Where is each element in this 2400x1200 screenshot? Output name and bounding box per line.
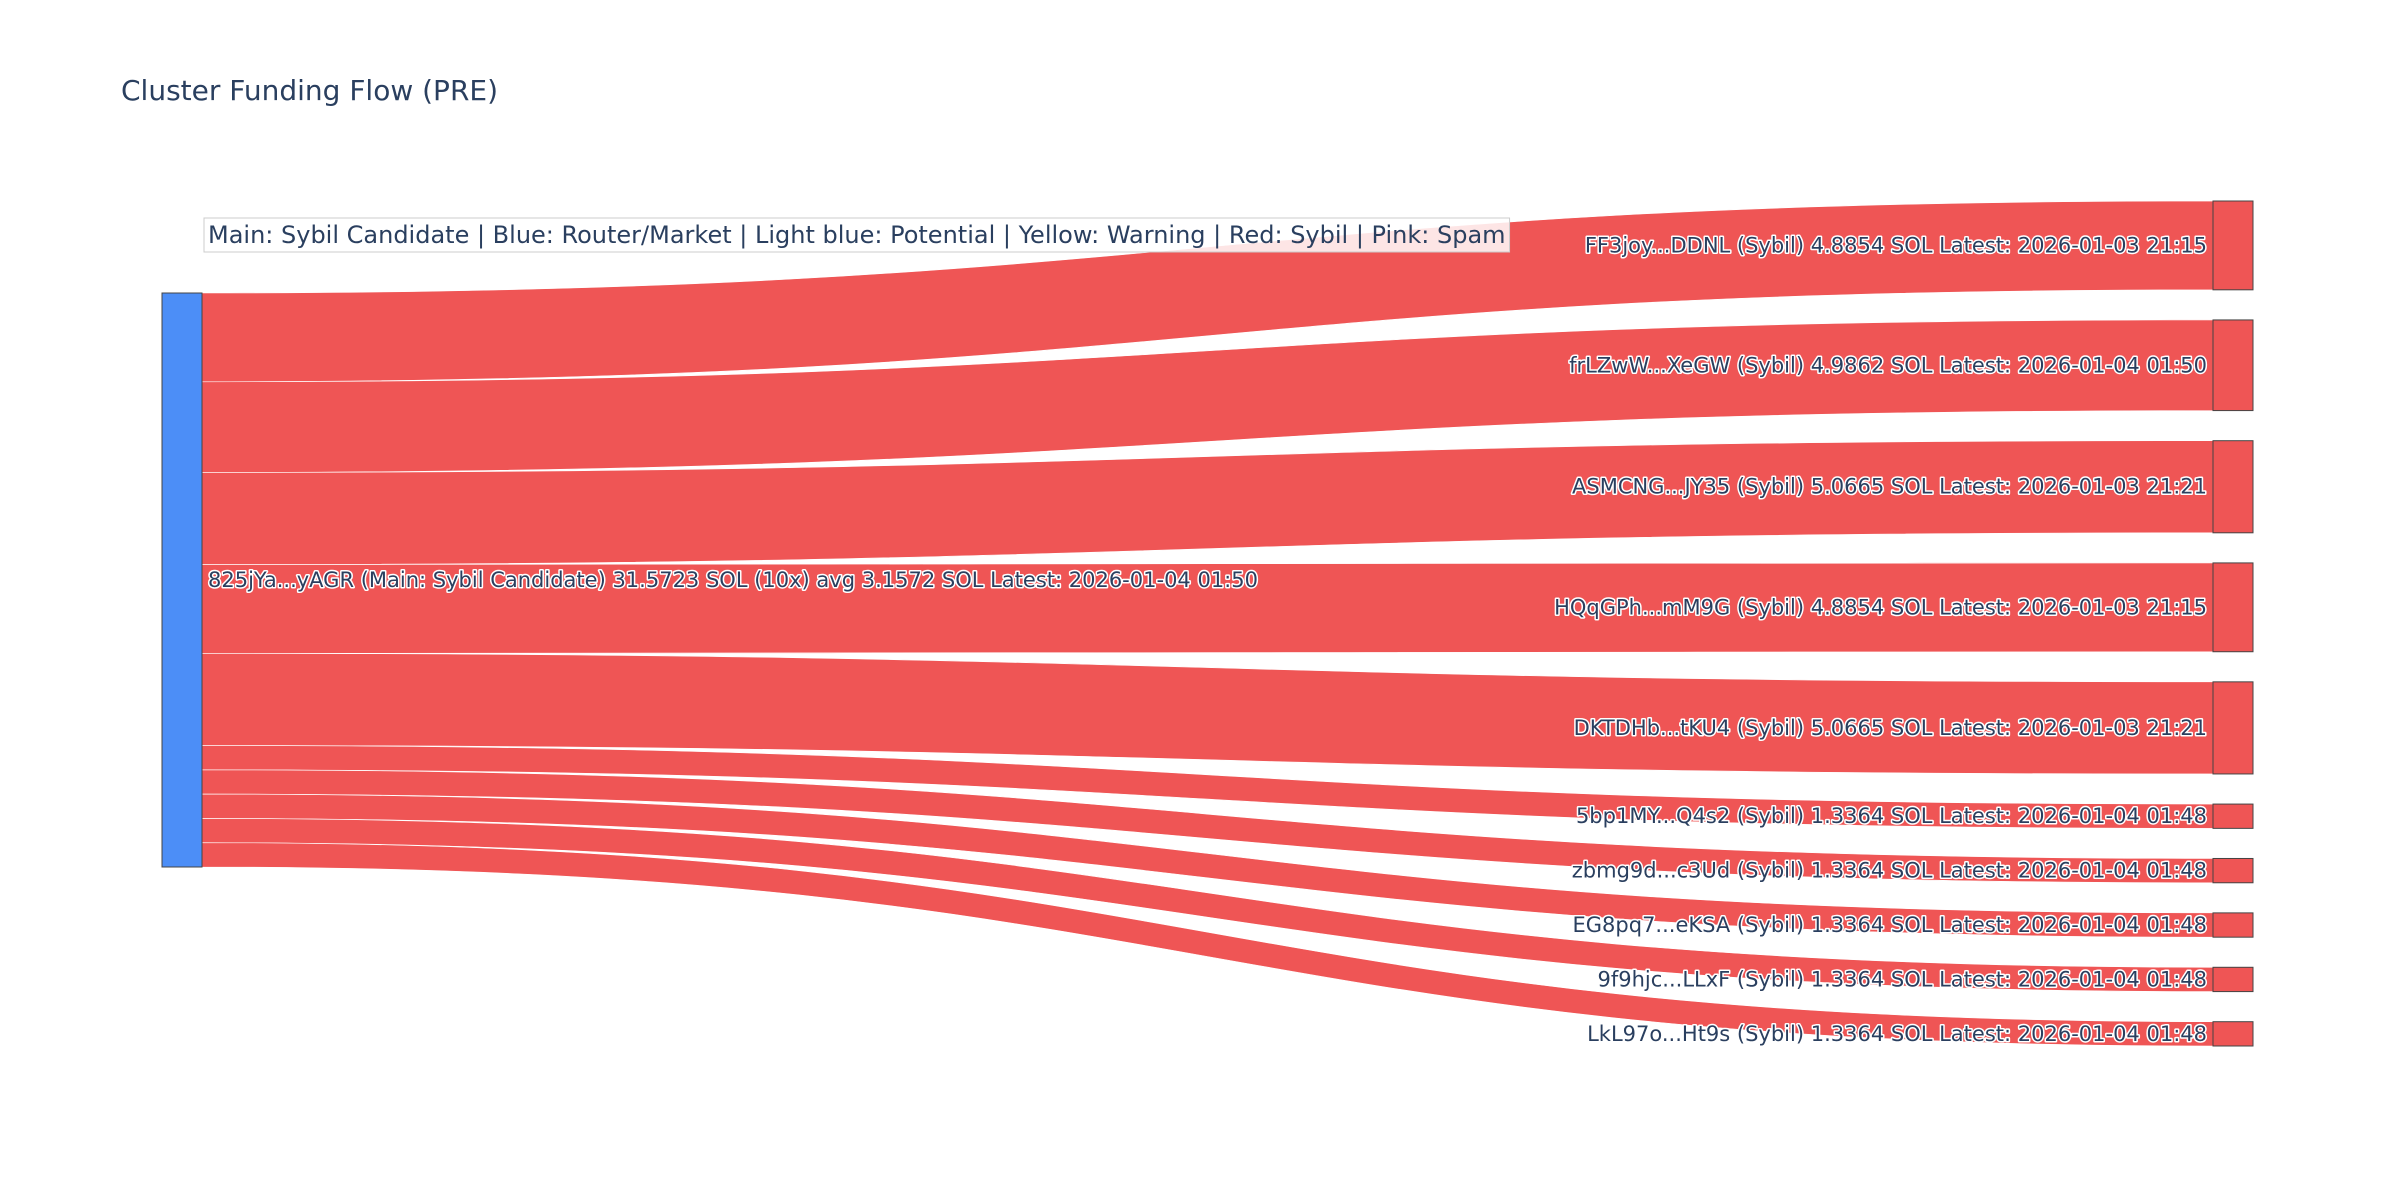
target-node-label: zbmg9d...c3Ud (Sybil) 1.3364 SOL Latest:… bbox=[1572, 859, 2207, 883]
sankey-target-node[interactable] bbox=[2212, 562, 2254, 653]
target-node-label: LkL97o...Ht9s (Sybil) 1.3364 SOL Latest:… bbox=[1587, 1022, 2207, 1046]
sankey-target-node[interactable] bbox=[2212, 803, 2254, 829]
sankey-target-node[interactable] bbox=[2212, 681, 2254, 775]
sankey-nodes: FF3joy...DDNL (Sybil) 4.8854 SOL Latest:… bbox=[161, 200, 2254, 1047]
sankey-target-node[interactable] bbox=[2212, 857, 2254, 884]
target-node-label: EG8pq7...eKSA (Sybil) 1.3364 SOL Latest:… bbox=[1573, 913, 2208, 937]
sankey-target-node[interactable] bbox=[2212, 1021, 2254, 1047]
sankey-target-node[interactable] bbox=[2212, 912, 2254, 938]
sankey-link[interactable] bbox=[201, 818, 2214, 992]
target-node-label: frLZwW...XeGW (Sybil) 4.9862 SOL Latest:… bbox=[1569, 353, 2207, 377]
legend: Main: Sybil Candidate | Blue: Router/Mar… bbox=[203, 217, 1511, 253]
legend-text: Main: Sybil Candidate | Blue: Router/Mar… bbox=[208, 221, 1506, 249]
sankey-source-node[interactable] bbox=[161, 292, 203, 868]
sankey-target-node[interactable] bbox=[2212, 200, 2254, 291]
target-node-label: HQqGPh...mM9G (Sybil) 4.8854 SOL Latest:… bbox=[1554, 595, 2207, 619]
target-node-label: 9f9hjc...LLxF (Sybil) 1.3364 SOL Latest:… bbox=[1597, 967, 2207, 991]
target-node-label: DKTDHb...tKU4 (Sybil) 5.0665 SOL Latest:… bbox=[1574, 716, 2207, 740]
target-node-label: 5bp1MY...Q4s2 (Sybil) 1.3364 SOL Latest:… bbox=[1576, 804, 2207, 828]
sankey-target-node[interactable] bbox=[2212, 440, 2254, 534]
sankey-links bbox=[201, 200, 2214, 1047]
legend-box bbox=[203, 217, 1511, 253]
sankey-target-node[interactable] bbox=[2212, 966, 2254, 993]
chart-title: Cluster Funding Flow (PRE) bbox=[121, 74, 498, 107]
sankey-target-node[interactable] bbox=[2212, 319, 2254, 412]
target-node-label: ASMCNG...JY35 (Sybil) 5.0665 SOL Latest:… bbox=[1572, 475, 2207, 499]
target-node-label: FF3joy...DDNL (Sybil) 4.8854 SOL Latest:… bbox=[1585, 233, 2207, 257]
source-node-label: 825jYa...yAGR (Main: Sybil Candidate) 31… bbox=[208, 568, 1258, 592]
